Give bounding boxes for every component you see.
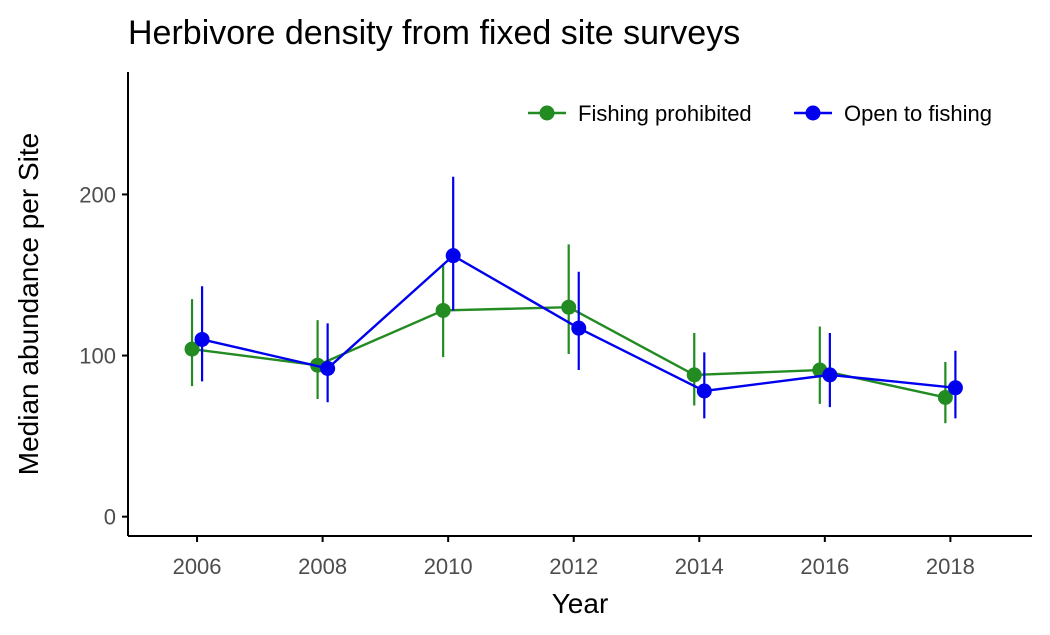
x-tick-label: 2006 <box>173 554 222 579</box>
data-point <box>686 367 702 383</box>
series-fishing-prohibited <box>184 244 953 424</box>
legend-item-fishing-prohibited: Fishing prohibited <box>528 101 752 126</box>
y-axis-title: Median abundance per Site <box>13 133 44 475</box>
legend: Fishing prohibited Open to fishing <box>528 101 992 126</box>
data-point <box>320 360 336 376</box>
y-tick-label: 100 <box>79 344 116 369</box>
x-tick-label: 2012 <box>549 554 598 579</box>
data-point <box>696 383 712 399</box>
legend-label: Open to fishing <box>844 101 992 126</box>
x-tick-label: 2010 <box>424 554 473 579</box>
data-point <box>561 299 577 315</box>
series-open-to-fishing <box>194 176 963 419</box>
y-tick-label: 0 <box>104 505 116 530</box>
legend-item-open-to-fishing: Open to fishing <box>794 101 992 126</box>
data-point <box>822 367 838 383</box>
chart-title: Herbivore density from fixed site survey… <box>128 14 740 52</box>
x-tick-label: 2014 <box>675 554 724 579</box>
legend-label: Fishing prohibited <box>578 101 752 126</box>
x-axis-title: Year <box>552 588 609 619</box>
data-point <box>571 320 587 336</box>
legend-marker <box>805 105 821 121</box>
data-point <box>445 248 461 264</box>
data-point <box>937 389 953 405</box>
ticks: 0 100 200 2006 2008 2010 2012 2014 2016 2018 <box>79 182 975 579</box>
axes <box>127 72 1032 537</box>
series-layer <box>184 176 963 424</box>
x-tick-label: 2008 <box>298 554 347 579</box>
data-point <box>947 380 963 396</box>
data-point <box>435 302 451 318</box>
data-point <box>184 341 200 357</box>
x-tick-label: 2018 <box>926 554 975 579</box>
y-tick-label: 200 <box>79 182 116 207</box>
x-tick-label: 2016 <box>800 554 849 579</box>
legend-marker <box>539 105 555 121</box>
data-point <box>194 331 210 347</box>
